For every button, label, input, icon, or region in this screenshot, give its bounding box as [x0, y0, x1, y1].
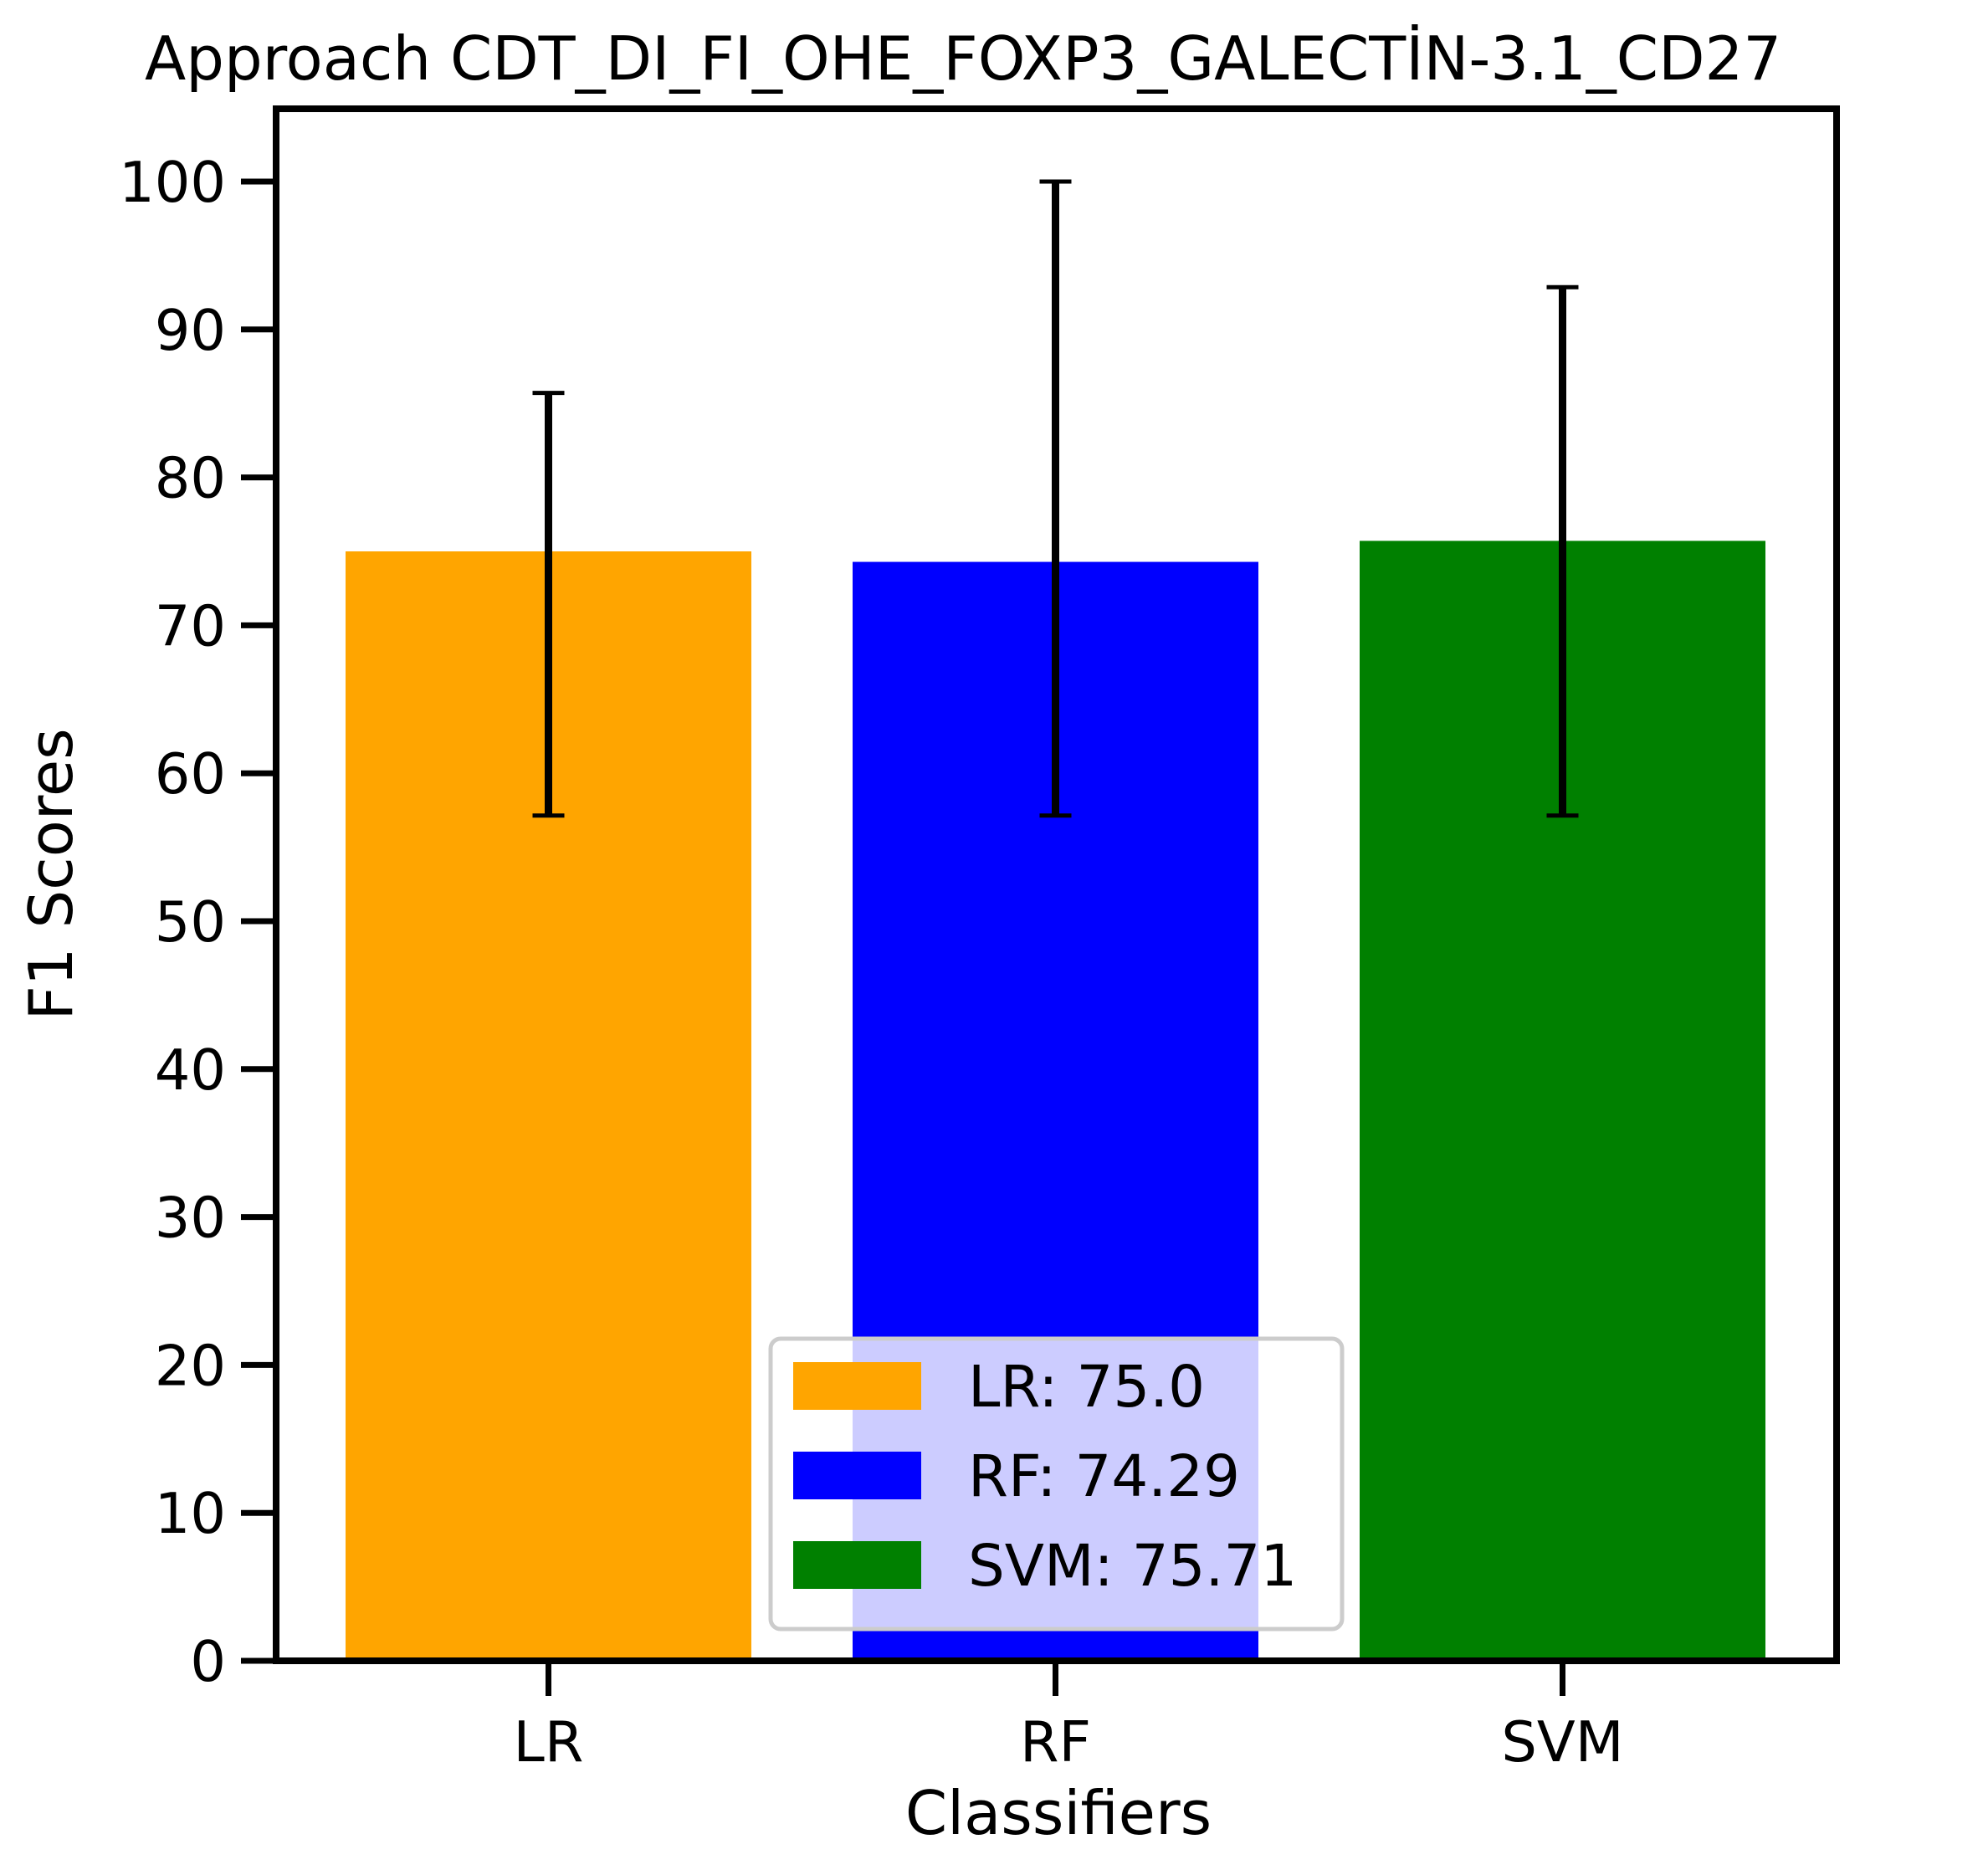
y-tick-label-70: 70	[155, 593, 226, 658]
legend-swatch-lr	[793, 1362, 921, 1410]
y-tick-label-10: 10	[155, 1481, 226, 1546]
y-tick-label-50: 50	[155, 889, 226, 955]
legend-swatch-rf	[793, 1452, 921, 1499]
legend-label-svm: SVM: 75.71	[968, 1533, 1297, 1600]
y-tick-label-80: 80	[155, 446, 226, 511]
y-tick-label-30: 30	[155, 1186, 226, 1251]
x-tick-label-rf: RF	[1020, 1709, 1091, 1775]
chart-title: Approach CDT_DI_FI_OHE_FOXP3_GALECTİN-3.…	[145, 23, 1781, 94]
x-tick-label-lr: LR	[514, 1709, 584, 1775]
y-tick-label-60: 60	[155, 741, 226, 807]
y-tick-label-40: 40	[155, 1037, 226, 1103]
x-axis-label: Classifiers	[905, 1778, 1212, 1848]
y-tick-label-20: 20	[155, 1333, 226, 1398]
y-tick-label-100: 100	[119, 150, 226, 215]
legend-label-rf: RF: 74.29	[968, 1443, 1240, 1510]
y-tick-label-0: 0	[190, 1629, 226, 1694]
legend-swatch-svm	[793, 1541, 921, 1589]
x-tick-label-svm: SVM	[1501, 1709, 1623, 1775]
legend-label-lr: LR: 75.0	[968, 1354, 1205, 1421]
y-tick-label-90: 90	[155, 298, 226, 363]
y-axis-label: F1 Scores	[16, 728, 86, 1020]
